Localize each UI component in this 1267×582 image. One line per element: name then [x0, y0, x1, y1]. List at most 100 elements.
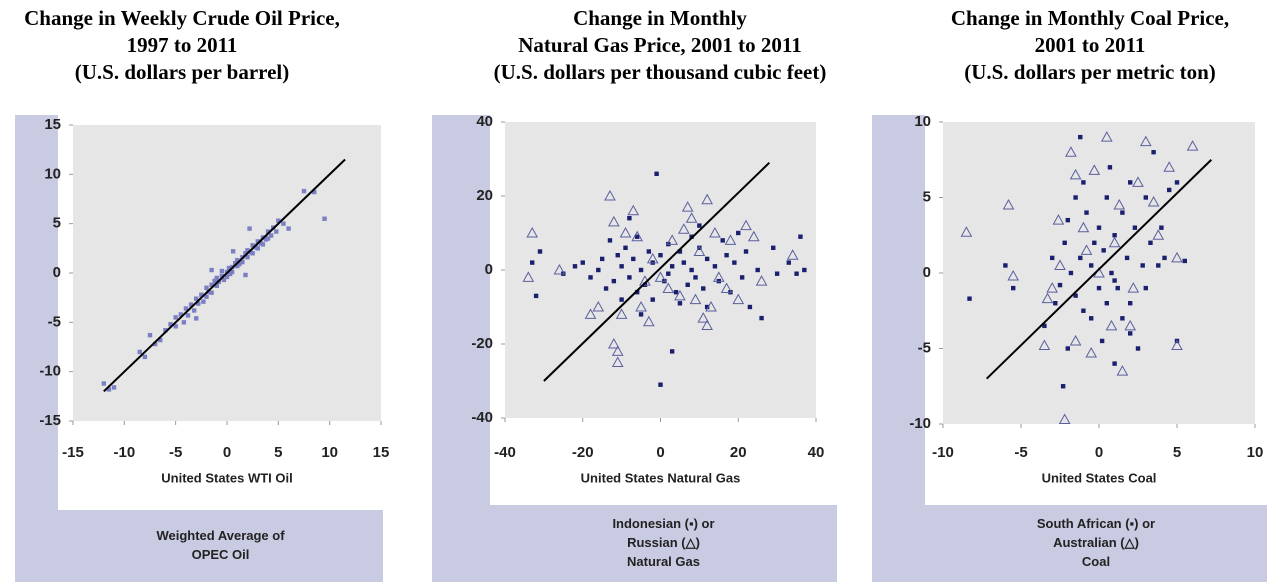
chart-title: Change in Monthly	[573, 6, 747, 30]
point	[219, 268, 225, 274]
point	[1041, 292, 1054, 304]
point	[755, 275, 768, 286]
point	[147, 332, 153, 338]
x-tick-label: 15	[373, 444, 390, 461]
point	[1073, 195, 1078, 200]
point	[1112, 361, 1117, 366]
point	[689, 267, 694, 273]
point	[646, 252, 659, 264]
y-tick-label: 20	[476, 187, 493, 204]
chart-title: Change in Monthly Coal Price,	[951, 6, 1229, 30]
point	[1065, 217, 1070, 223]
point	[1052, 214, 1065, 225]
point	[608, 337, 620, 349]
point	[631, 256, 636, 262]
x-tick-label: 5	[274, 444, 282, 461]
point	[701, 286, 706, 291]
point	[1132, 225, 1138, 230]
point	[1084, 210, 1089, 215]
point	[1116, 365, 1129, 376]
point	[101, 381, 106, 386]
point	[1054, 259, 1066, 270]
point	[194, 296, 199, 301]
y-tick-label: 5	[923, 188, 931, 205]
point	[1140, 263, 1145, 268]
point	[181, 320, 187, 325]
x-tick-label: -5	[1014, 444, 1027, 461]
point	[1046, 282, 1059, 293]
point	[537, 249, 543, 254]
point	[243, 272, 248, 278]
point	[774, 271, 780, 276]
point	[265, 229, 271, 234]
point	[967, 296, 972, 301]
point	[219, 273, 225, 279]
point	[1062, 240, 1067, 245]
point	[1159, 225, 1164, 230]
point	[1162, 255, 1167, 261]
point	[1089, 316, 1094, 321]
point	[1069, 334, 1082, 346]
point	[1148, 240, 1153, 245]
point	[627, 275, 632, 280]
point	[654, 171, 659, 176]
x-tick-label: -20	[572, 444, 594, 461]
point	[194, 316, 199, 321]
point	[1003, 263, 1008, 268]
point	[1078, 134, 1083, 140]
point	[235, 257, 240, 263]
point	[226, 265, 232, 271]
point	[1186, 140, 1199, 151]
point	[798, 234, 803, 239]
point	[747, 230, 760, 242]
point	[673, 290, 679, 295]
point	[250, 251, 255, 256]
point	[106, 387, 112, 392]
point	[747, 304, 753, 310]
x-tick-label: -15	[62, 444, 84, 461]
point	[1101, 248, 1106, 253]
fit-line	[985, 159, 1213, 380]
chart-title: 1997 to 2011	[127, 33, 238, 57]
point	[704, 304, 710, 310]
y-tick-label: -40	[471, 409, 493, 426]
point	[1105, 319, 1118, 331]
point	[281, 221, 286, 226]
point	[611, 278, 617, 284]
point	[666, 234, 679, 245]
point	[1068, 270, 1074, 276]
chart-title: (U.S. dollars per thousand cubic feet)	[494, 60, 827, 84]
point	[1078, 255, 1083, 261]
point	[1135, 346, 1141, 351]
point	[1156, 263, 1161, 268]
point	[619, 297, 624, 302]
point	[152, 341, 158, 347]
point	[526, 226, 539, 238]
point	[168, 322, 173, 327]
point	[1007, 269, 1020, 281]
point	[732, 260, 737, 265]
point	[233, 260, 238, 266]
point	[608, 215, 620, 227]
point	[1053, 301, 1058, 306]
x-tick-label: -10	[932, 444, 954, 461]
y-axis-label: Russian (△)	[627, 535, 700, 550]
point	[681, 260, 687, 265]
point	[1127, 282, 1140, 293]
point	[638, 312, 644, 317]
x-tick-label: 0	[223, 444, 231, 461]
point	[697, 312, 710, 323]
x-tick-label: 5	[1173, 444, 1181, 461]
point	[1104, 301, 1109, 306]
chart-title: 2001 to 2011	[1035, 33, 1146, 57]
y-tick-label: -10	[39, 363, 61, 380]
point	[794, 271, 799, 276]
point	[685, 212, 698, 223]
point	[209, 282, 214, 288]
point	[255, 239, 260, 244]
y-tick-label: 15	[44, 116, 61, 133]
point	[759, 315, 764, 321]
point	[1065, 346, 1070, 351]
chart-title: (U.S. dollars per metric ton)	[964, 60, 1216, 84]
